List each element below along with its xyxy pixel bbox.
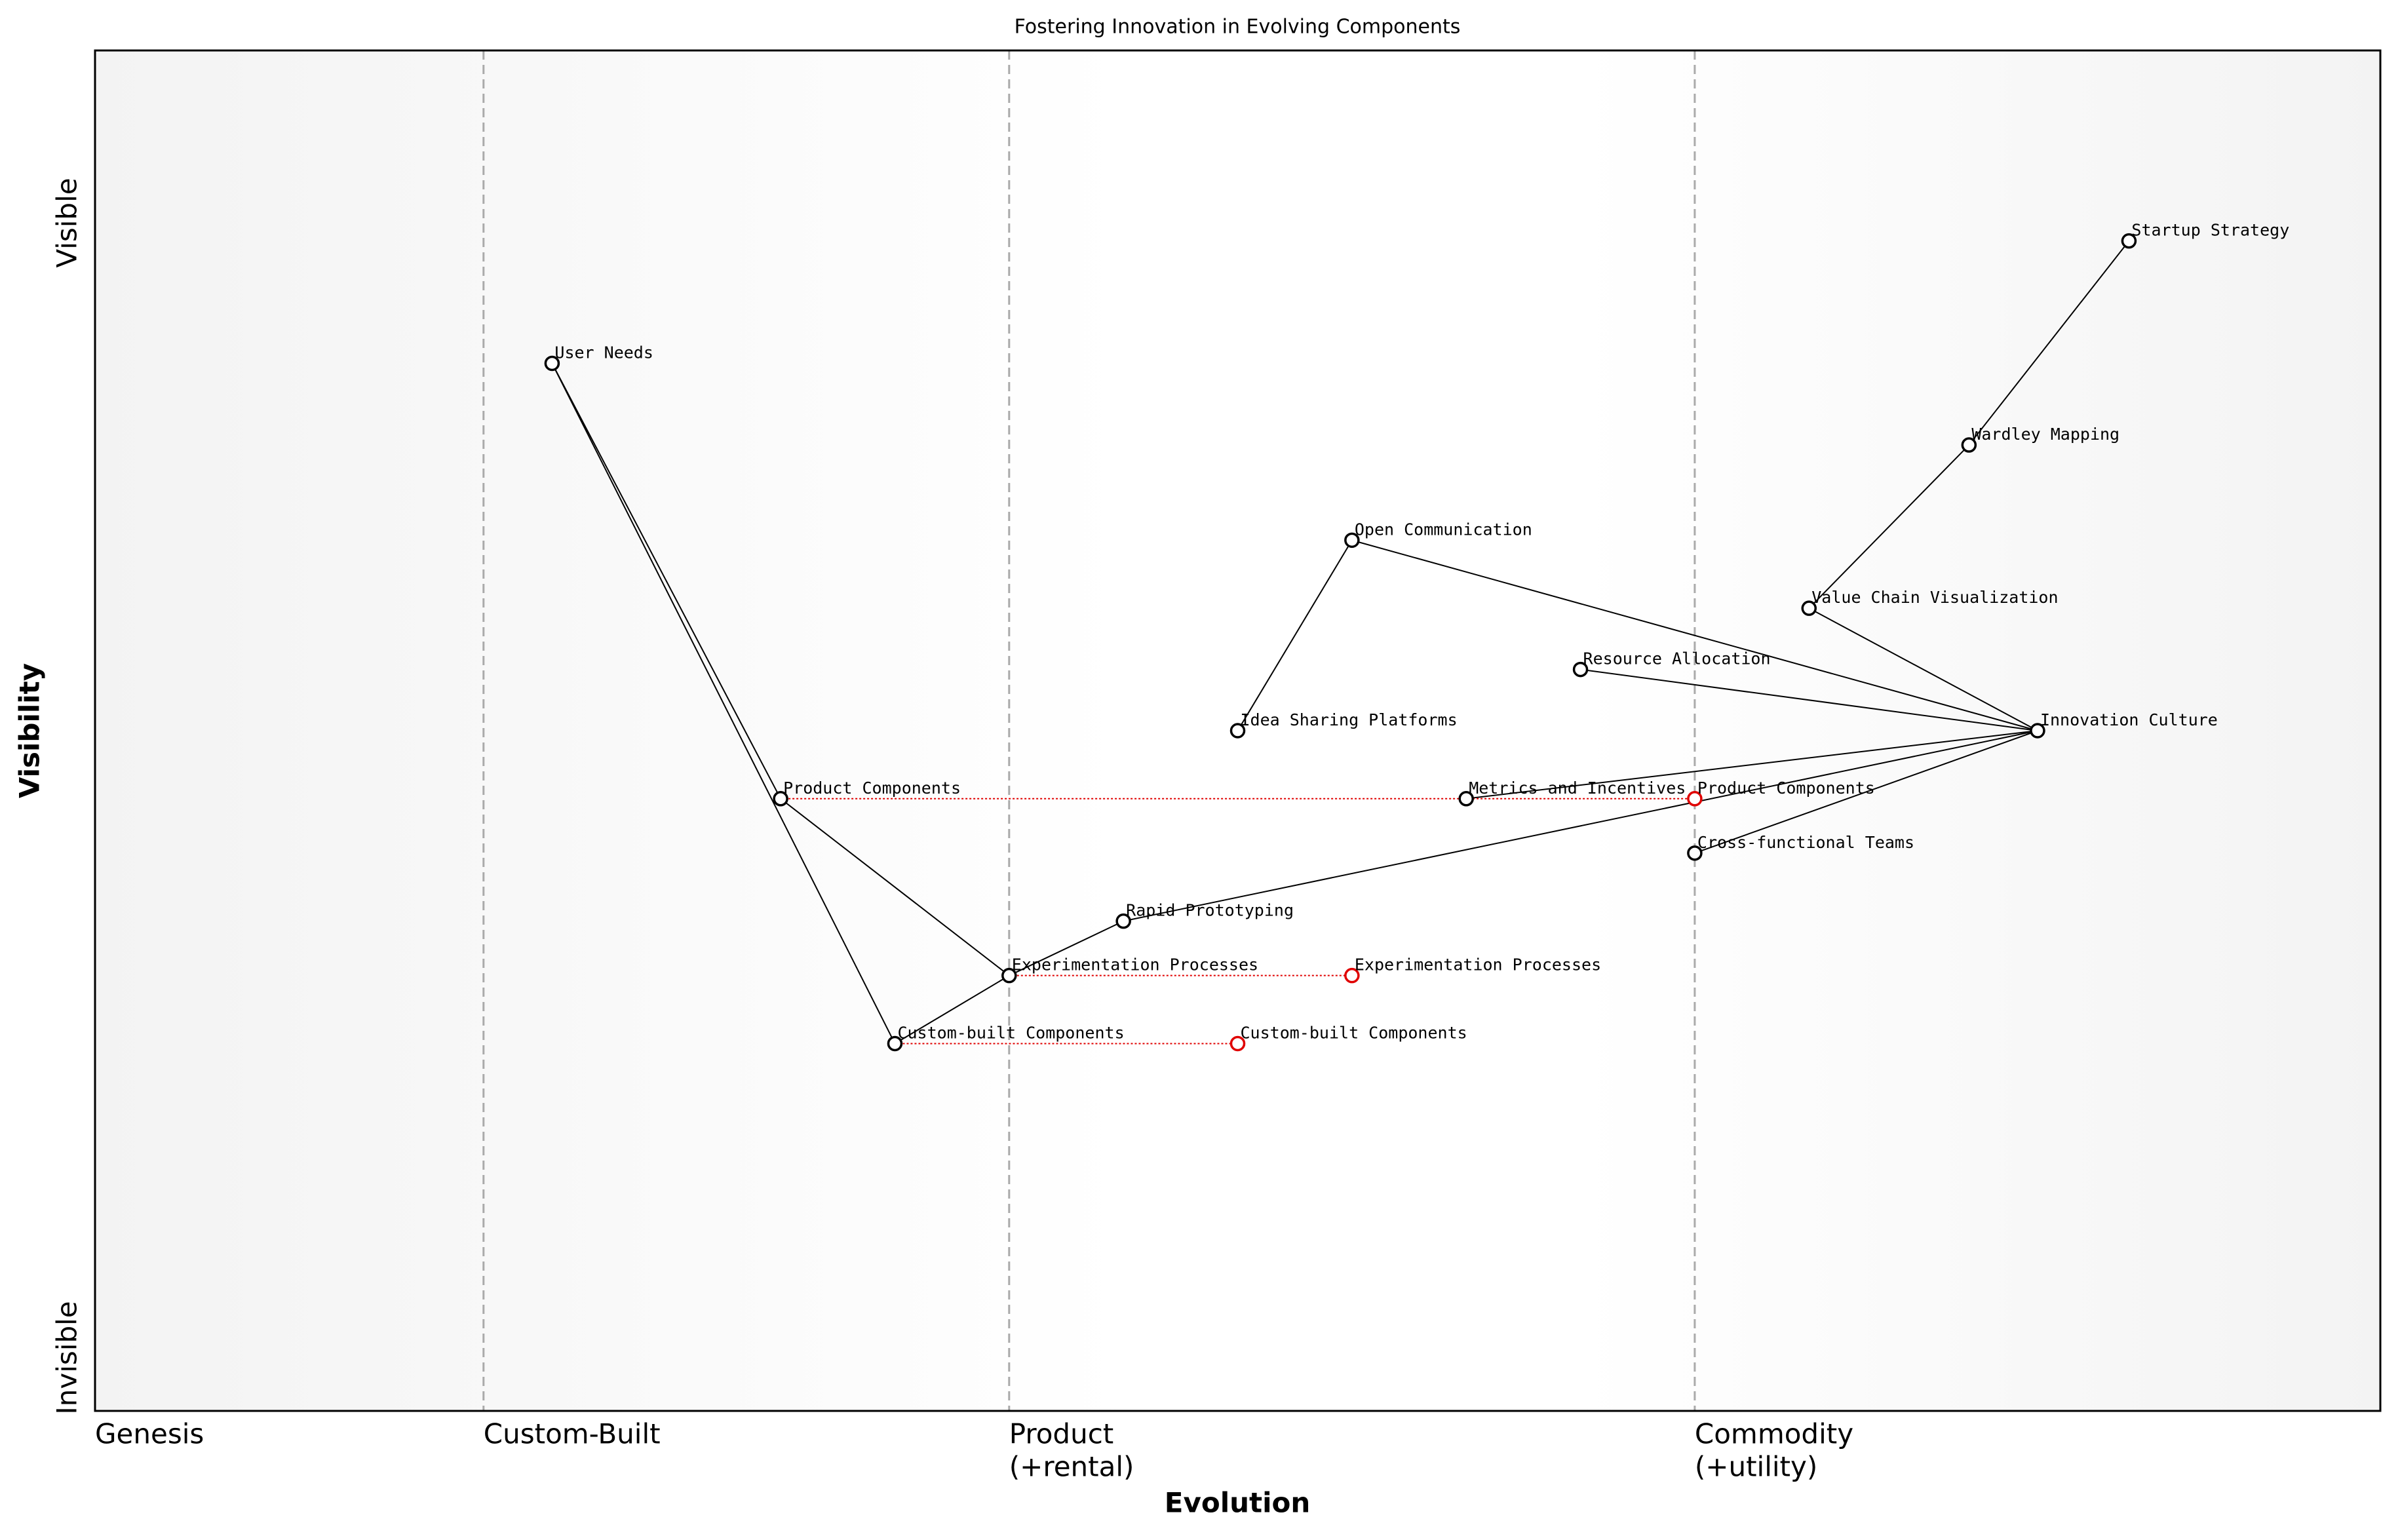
component-label: Custom-built Components bbox=[897, 1023, 1124, 1042]
component bbox=[2121, 233, 2137, 249]
component-label: Idea Sharing Platforms bbox=[1241, 710, 1458, 729]
evolve-label: Experimentation Processes bbox=[1355, 955, 1601, 974]
link bbox=[551, 363, 896, 1044]
stage-label: Custom-Built bbox=[484, 1418, 661, 1450]
component bbox=[1961, 437, 1977, 453]
component bbox=[1229, 723, 1246, 739]
stage-label: Commodity bbox=[1695, 1418, 1853, 1450]
plot-layer: Product Components Experimentation Proces… bbox=[482, 50, 2289, 1411]
component bbox=[2030, 723, 2045, 739]
component-label: Cross-functional Teams bbox=[1697, 833, 1914, 852]
link bbox=[1237, 539, 1353, 731]
component-label: Product Components bbox=[783, 779, 961, 798]
component bbox=[1115, 913, 1131, 929]
component-label: Wardley Mapping bbox=[1971, 425, 2119, 444]
chart-title: Fostering Innovation in Evolving Compone… bbox=[1015, 16, 1461, 39]
component bbox=[1001, 967, 1017, 984]
y-bottom-label: Invisible bbox=[51, 1301, 83, 1414]
stage-label: (+utility) bbox=[1695, 1451, 1817, 1483]
component bbox=[1801, 600, 1817, 616]
component-label: Experimentation Processes bbox=[1012, 955, 1258, 974]
link bbox=[1968, 241, 2130, 446]
link bbox=[551, 363, 781, 799]
component-label: Rapid Prototyping bbox=[1126, 901, 1294, 920]
link bbox=[1808, 607, 2038, 731]
link bbox=[1580, 668, 2038, 731]
link bbox=[1009, 920, 1124, 976]
component-label: User Needs bbox=[554, 343, 653, 362]
component-label: Open Communication bbox=[1355, 520, 1532, 539]
evolve-target bbox=[1344, 967, 1360, 984]
component bbox=[887, 1035, 903, 1052]
link bbox=[894, 974, 1010, 1045]
component bbox=[544, 355, 560, 372]
link bbox=[780, 798, 1010, 976]
link bbox=[1123, 730, 2038, 922]
component bbox=[773, 791, 788, 807]
component-label: Startup Strategy bbox=[2131, 221, 2289, 240]
y-top-label: Visible bbox=[51, 178, 83, 267]
plot-frame bbox=[94, 49, 2382, 1412]
component bbox=[1687, 845, 1703, 861]
link bbox=[1808, 444, 1970, 609]
component bbox=[1458, 791, 1474, 807]
stage-label: (+rental) bbox=[1009, 1451, 1134, 1483]
component-label: Innovation Culture bbox=[2040, 710, 2218, 729]
evolve-label: Product Components bbox=[1697, 779, 1875, 798]
component-label: Metrics and Incentives bbox=[1469, 779, 1686, 798]
component-label: Resource Allocation bbox=[1583, 649, 1771, 668]
evolve-label: Custom-built Components bbox=[1241, 1023, 1467, 1042]
y-axis-title: Visibility bbox=[14, 663, 46, 798]
stage-label: Genesis bbox=[95, 1418, 204, 1450]
evolve-target bbox=[1687, 791, 1703, 807]
link bbox=[1694, 730, 2038, 854]
component bbox=[1344, 532, 1360, 549]
x-axis-title: Evolution bbox=[1165, 1487, 1310, 1519]
component bbox=[1572, 661, 1589, 678]
stage-label: Product bbox=[1009, 1418, 1113, 1450]
evolve-target bbox=[1229, 1035, 1246, 1052]
link bbox=[1351, 539, 2038, 731]
component-label: Value Chain Visualization bbox=[1811, 588, 2058, 607]
link bbox=[1466, 730, 2038, 799]
